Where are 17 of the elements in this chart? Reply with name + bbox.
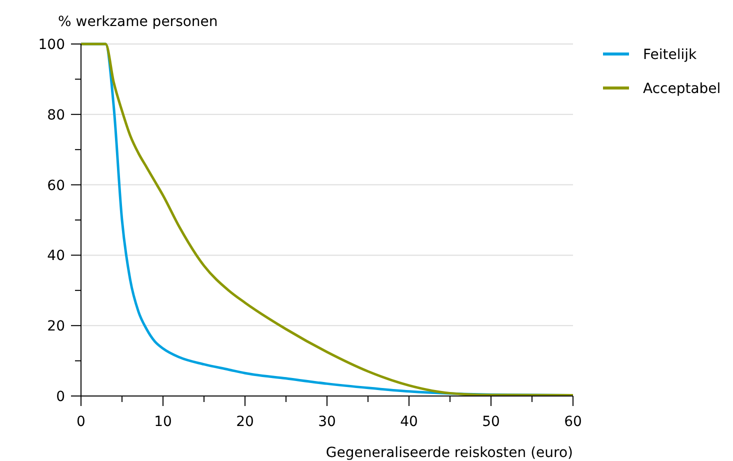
- y-tick-label: 40: [47, 248, 65, 264]
- x-tick-label: 0: [76, 414, 86, 430]
- x-tick-label: 50: [482, 414, 500, 430]
- y-tick-label: 100: [38, 37, 65, 53]
- x-axis-title: Gegeneraliseerde reiskosten (euro): [326, 445, 573, 461]
- legend-label: Feitelijk: [643, 47, 698, 63]
- x-tick-label: 30: [318, 414, 336, 430]
- x-tick-label: 60: [564, 414, 582, 430]
- y-axis-title: % werkzame personen: [58, 14, 218, 30]
- y-tick-label: 0: [56, 389, 65, 405]
- x-tick-label: 40: [400, 414, 418, 430]
- y-tick-label: 60: [47, 178, 65, 194]
- x-tick-label: 10: [154, 414, 172, 430]
- y-tick-label: 80: [47, 107, 65, 124]
- y-tick-label: 20: [47, 318, 65, 335]
- x-tick-label: 20: [236, 414, 254, 430]
- legend-label: Acceptabel: [643, 81, 721, 97]
